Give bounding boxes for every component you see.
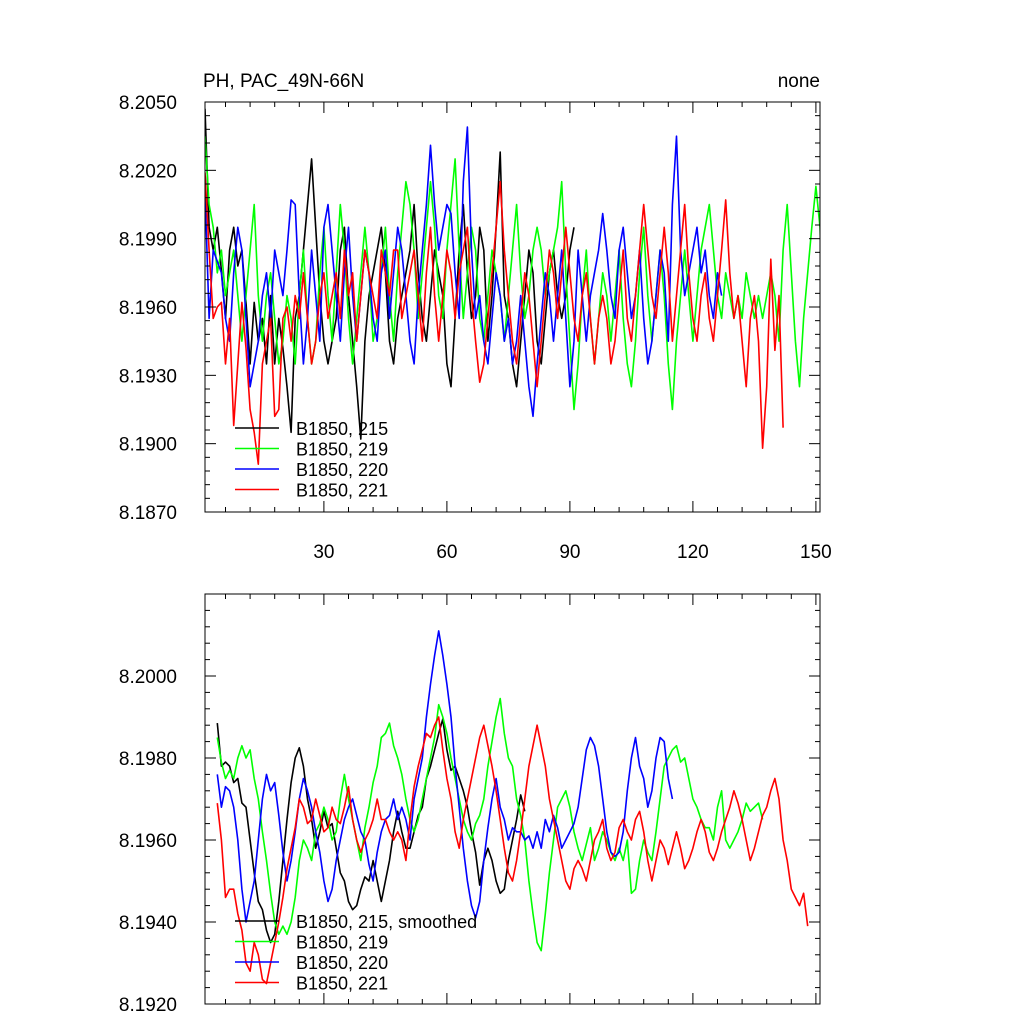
legend-label: B1850, 215 [296, 419, 388, 439]
x-tick-label: 90 [559, 542, 580, 563]
y-tick-label: 8.1990 [119, 230, 177, 251]
series-line-2 [205, 126, 723, 418]
x-tick-label: 60 [436, 542, 457, 563]
series-line-3 [216, 716, 809, 985]
series-line-1 [205, 136, 820, 411]
y-tick-label: 8.1980 [119, 749, 177, 770]
y-tick-label: 8.1960 [119, 831, 177, 852]
y-tick-label: 8.1900 [119, 435, 177, 456]
legend-label: B1850, 220 [296, 953, 388, 973]
y-tick-label: 8.2020 [119, 161, 177, 182]
legend-label: B1850, 220 [296, 460, 388, 480]
legend-label: B1850, 221 [296, 481, 388, 501]
legend-label: B1850, 215, smoothed [296, 912, 477, 932]
chart-title-right: none [778, 71, 820, 92]
y-tick-label: 8.1870 [119, 503, 177, 524]
series-line-0 [205, 108, 575, 440]
legend-label: B1850, 219 [296, 933, 388, 953]
y-tick-label: 8.2000 [119, 667, 177, 688]
y-tick-label: 8.1940 [119, 913, 177, 934]
series-line-2 [216, 630, 674, 923]
bottom-panel: 8.1920 8.1940 8.1960 8.1980 8.2000 B1850, 215… [119, 593, 821, 1016]
x-tick-label: 120 [677, 542, 709, 563]
y-tick-label: 8.2050 [119, 93, 177, 114]
series-line-3 [205, 172, 784, 466]
legend-label: B1850, 219 [296, 440, 388, 460]
series-line-0 [216, 718, 526, 944]
x-tick-label: 30 [313, 542, 334, 563]
chart-title: PH, PAC_49N-66N [203, 71, 364, 92]
y-tick-label: 8.1930 [119, 366, 177, 387]
series-lines [205, 108, 820, 466]
legend-label: B1850, 221 [296, 974, 388, 994]
top-panel: PH, PAC_49N-66N none 8.1870 8.1900 8.1930 8.1… [119, 71, 832, 563]
x-tick-label: 150 [800, 542, 832, 563]
plot-frame [204, 593, 821, 1005]
y-tick-label: 8.1960 [119, 298, 177, 319]
y-tick-label: 8.1920 [119, 995, 177, 1016]
series-lines [216, 630, 809, 985]
